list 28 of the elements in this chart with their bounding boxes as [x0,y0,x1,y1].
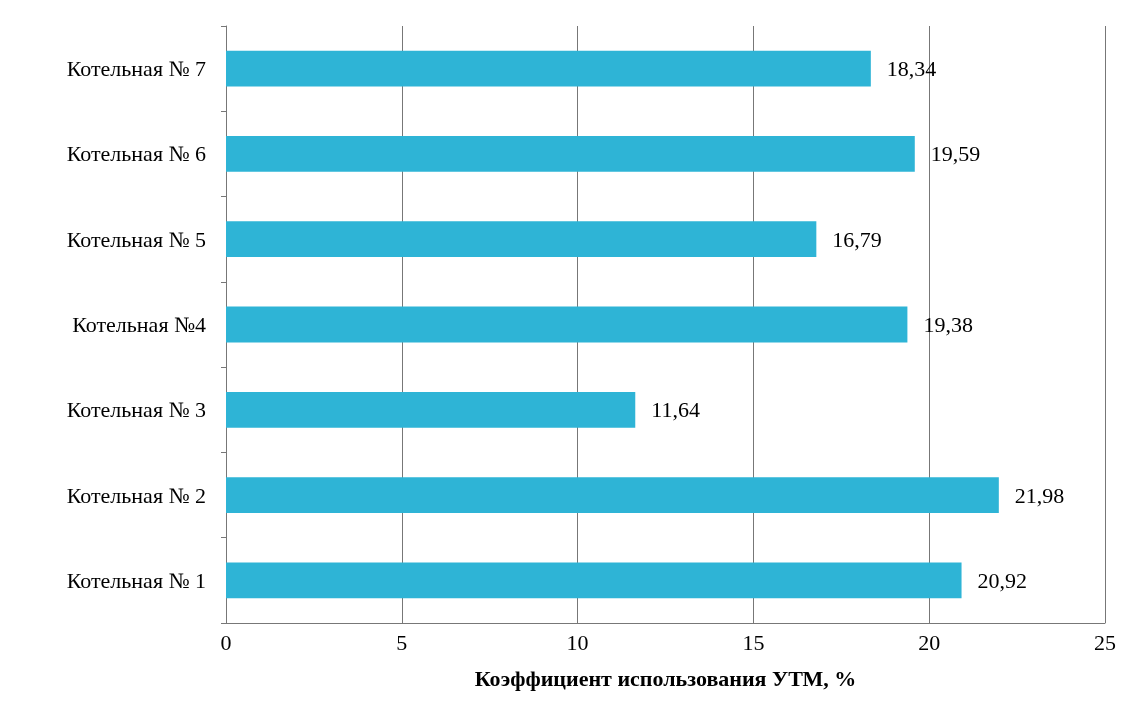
data-label: 11,64 [651,397,700,423]
data-label: 18,34 [886,56,937,82]
y-tick-label: Котельная № 5 [66,226,206,252]
bar [226,306,908,343]
y-tick-label: Котельная № 7 [66,56,206,82]
data-label: 21,98 [1014,482,1065,508]
y-tick-label: Котельная № 3 [66,397,206,423]
x-tick-label: 20 [918,629,941,655]
x-tick-label: 15 [742,629,765,655]
bar [226,50,871,87]
y-tick-label: Котельная № 6 [66,141,206,167]
y-tick-label: Котельная № 1 [66,567,206,593]
bar [226,562,962,599]
data-label: 19,38 [923,312,973,337]
bar [226,221,817,258]
data-label: 20,92 [977,567,1028,593]
x-tick-label: 5 [396,629,408,655]
x-tick-label: 25 [1094,629,1116,655]
x-axis-title: Коэффициент использования УТМ, % [474,665,857,691]
y-tick-label: Котельная №4 [72,312,206,337]
bar [226,477,999,513]
bar [226,136,915,172]
x-tick-label: 10 [566,629,589,655]
data-label: 19,59 [930,141,981,167]
x-tick-label: 0 [220,629,232,655]
y-tick-label: Котельная № 2 [66,482,206,508]
bar [226,391,636,428]
data-label: 16,79 [832,226,882,252]
